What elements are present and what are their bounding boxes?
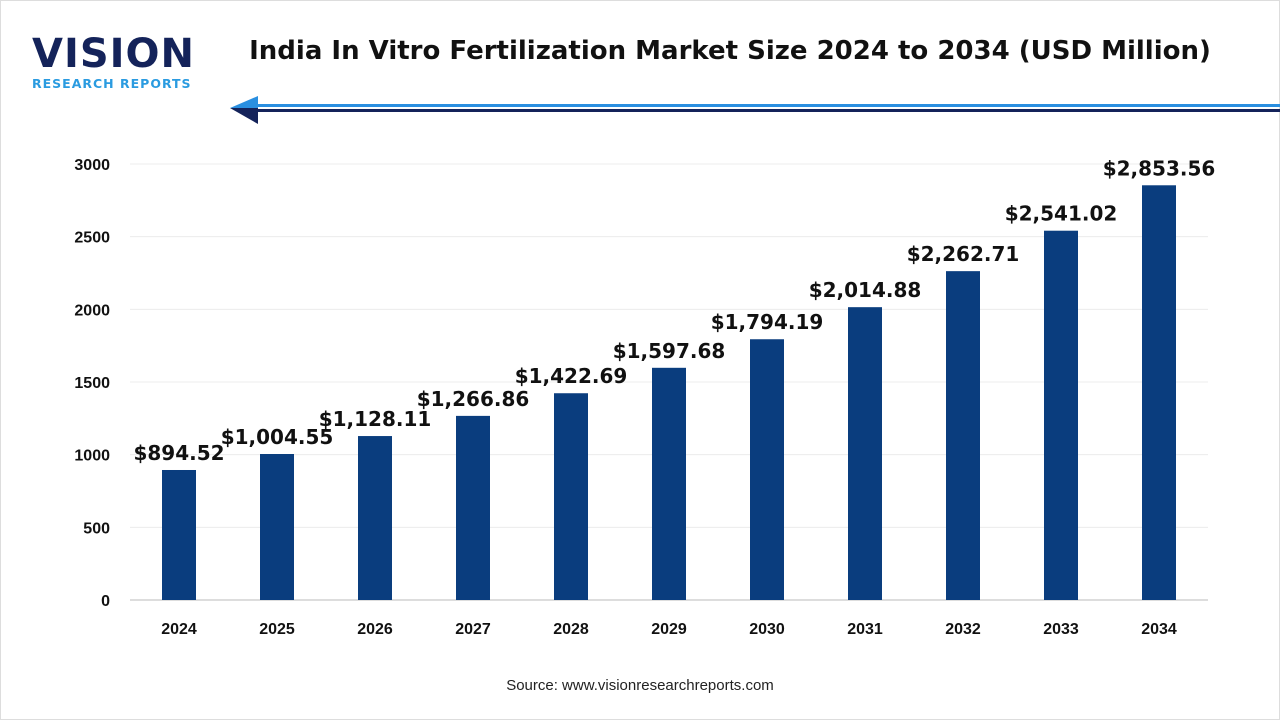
y-tick-label: 2500 xyxy=(74,230,110,247)
y-tick-label: 1000 xyxy=(74,448,110,465)
x-tick-label: 2030 xyxy=(749,621,785,638)
y-tick-label: 500 xyxy=(83,520,110,537)
bar-2029 xyxy=(652,367,686,600)
data-label: $1,128.11 xyxy=(319,407,432,431)
x-tick-label: 2024 xyxy=(161,621,197,638)
x-tick-label: 2031 xyxy=(847,621,883,638)
x-tick-label: 2028 xyxy=(553,621,589,638)
data-label: $2,853.56 xyxy=(1103,156,1216,180)
x-tick-label: 2029 xyxy=(651,621,687,638)
x-tick-label: 2032 xyxy=(945,621,981,638)
bar-2028 xyxy=(554,393,588,600)
bar-2025 xyxy=(260,454,294,600)
data-label: $2,262.71 xyxy=(907,242,1020,266)
logo-sub: RESEARCH REPORTS xyxy=(32,76,192,91)
y-tick-label: 0 xyxy=(101,593,110,610)
x-tick-label: 2025 xyxy=(259,621,295,638)
bar-2030 xyxy=(750,339,784,600)
bar-2027 xyxy=(456,415,490,600)
data-label: $894.52 xyxy=(133,441,224,465)
logo: VISION RESEARCH REPORTS xyxy=(32,34,195,91)
bar-2026 xyxy=(358,436,392,600)
bar-2034 xyxy=(1142,185,1176,601)
bar-2032 xyxy=(946,271,980,600)
bar-2024 xyxy=(162,469,196,600)
data-label: $2,014.88 xyxy=(809,278,922,302)
y-tick-label: 1500 xyxy=(74,375,110,392)
x-tick-label: 2033 xyxy=(1043,621,1079,638)
y-tick-label: 2000 xyxy=(74,302,110,319)
bar-2031 xyxy=(848,307,882,600)
data-label: $1,004.55 xyxy=(221,425,334,449)
data-label: $2,541.02 xyxy=(1005,202,1118,226)
data-label: $1,422.69 xyxy=(515,364,628,388)
data-label: $1,794.19 xyxy=(711,310,824,334)
data-label: $1,597.68 xyxy=(613,339,726,363)
chart-title: India In Vitro Fertilization Market Size… xyxy=(249,36,1211,66)
x-tick-label: 2034 xyxy=(1141,621,1177,638)
y-tick-label: 3000 xyxy=(74,157,110,174)
bar-2033 xyxy=(1044,230,1078,601)
x-tick-label: 2027 xyxy=(455,621,491,638)
x-tick-label: 2026 xyxy=(357,621,393,638)
logo-main: VISION xyxy=(32,31,196,77)
data-label: $1,266.86 xyxy=(417,387,530,411)
source-note: Source: www.visionresearchreports.com xyxy=(506,677,774,694)
header-arrow xyxy=(230,96,1280,124)
